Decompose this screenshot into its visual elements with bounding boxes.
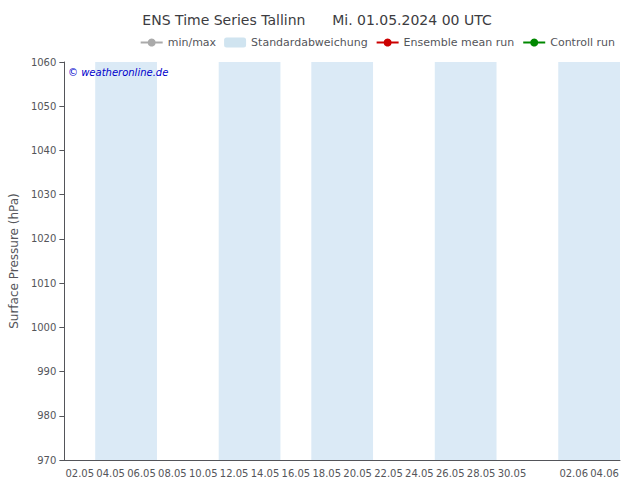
svg-text:Surface Pressure (hPa): Surface Pressure (hPa) [7,193,21,329]
svg-text:12.05: 12.05 [220,468,249,479]
svg-text:06.05: 06.05 [127,468,156,479]
svg-text:20.05: 20.05 [343,468,372,479]
svg-text:10.05: 10.05 [189,468,218,479]
svg-text:Ensemble mean run: Ensemble mean run [404,36,515,49]
svg-text:18.05: 18.05 [312,468,341,479]
svg-text:min/max: min/max [168,36,217,49]
svg-text:© weatheronline.de: © weatheronline.de [68,67,168,78]
svg-text:ENS Time Series Tallinn M: ENS Time Series Tallinn Mi. 01.05.2024 0… [142,12,492,28]
svg-text:Controll run: Controll run [550,36,615,49]
svg-text:26.05: 26.05 [436,468,465,479]
svg-text:1010: 1010 [31,278,56,289]
svg-text:1030: 1030 [31,189,56,200]
svg-text:1040: 1040 [31,145,56,156]
svg-text:28.05: 28.05 [467,468,496,479]
svg-text:1060: 1060 [31,57,56,68]
svg-text:04.05: 04.05 [96,468,125,479]
svg-text:24.05: 24.05 [405,468,434,479]
svg-text:1050: 1050 [31,101,56,112]
svg-text:22.05: 22.05 [374,468,403,479]
svg-text:990: 990 [37,366,56,377]
svg-text:02.06: 02.06 [559,468,588,479]
svg-text:14.05: 14.05 [251,468,280,479]
svg-text:970: 970 [37,455,56,466]
svg-text:1000: 1000 [31,322,56,333]
svg-text:02.05: 02.05 [65,468,94,479]
svg-text:Standardabweichung: Standardabweichung [251,36,368,49]
svg-text:30.05: 30.05 [498,468,527,479]
svg-text:04.06: 04.06 [590,468,619,479]
svg-text:08.05: 08.05 [158,468,187,479]
svg-text:16.05: 16.05 [282,468,311,479]
svg-text:1020: 1020 [31,233,56,244]
svg-text:980: 980 [37,410,56,421]
